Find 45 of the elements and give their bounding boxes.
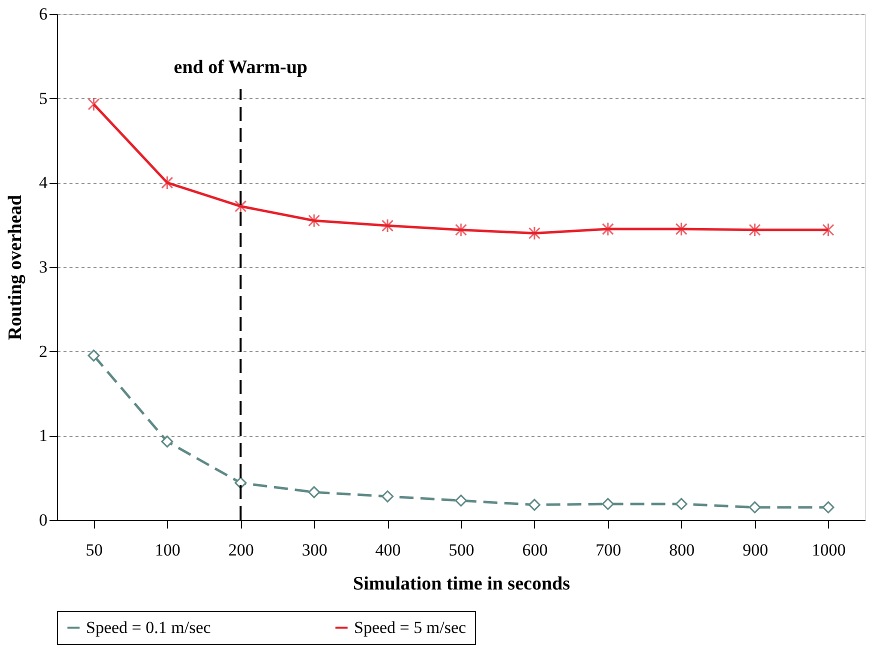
x-tick-label: 600	[522, 540, 548, 560]
x-tick-label: 1000	[812, 540, 846, 560]
x-tick-label: 100	[154, 540, 180, 560]
legend-label: Speed = 0.1 m/sec	[86, 618, 212, 637]
point	[455, 222, 467, 237]
y-tick-label: 3	[39, 258, 48, 276]
point	[382, 218, 394, 233]
x-tick-label: 400	[375, 540, 401, 560]
y-tick-label: 5	[39, 88, 48, 108]
legend-label: Speed = 5 m/sec	[354, 618, 466, 637]
x-tick-label: 500	[448, 540, 474, 560]
point	[455, 494, 467, 507]
point	[161, 176, 174, 190]
y-tick-label: 4	[39, 173, 48, 192]
point	[748, 222, 761, 237]
point	[528, 226, 540, 240]
point	[161, 436, 174, 448]
x-tick-label: 200	[228, 540, 254, 560]
x-tick-label: 900	[742, 540, 768, 560]
point	[602, 222, 614, 236]
x-tick-label: 50	[86, 540, 103, 560]
x-tick-label: 700	[596, 540, 622, 560]
point	[822, 222, 834, 237]
x-axis-title: Simulation time in seconds	[353, 574, 570, 594]
point	[308, 486, 320, 498]
point	[528, 498, 540, 511]
point	[308, 214, 320, 228]
point	[602, 498, 614, 510]
x-tick-label: 800	[669, 540, 695, 560]
x-tick-label: 300	[302, 540, 328, 560]
point	[675, 498, 688, 510]
point	[382, 490, 394, 502]
y-tick-label: 0	[39, 510, 48, 530]
point	[88, 97, 100, 112]
y-axis-title: Routing overhead	[5, 194, 26, 340]
point	[88, 350, 100, 362]
y-tick-label: 6	[39, 4, 48, 24]
point	[234, 199, 247, 214]
point	[822, 501, 834, 514]
y-tick-label: 2	[39, 342, 48, 361]
point	[234, 476, 247, 489]
ref-line-label: end of Warm-up	[174, 57, 308, 78]
point	[748, 501, 761, 514]
point	[675, 222, 688, 236]
y-tick-label: 1	[39, 426, 48, 446]
